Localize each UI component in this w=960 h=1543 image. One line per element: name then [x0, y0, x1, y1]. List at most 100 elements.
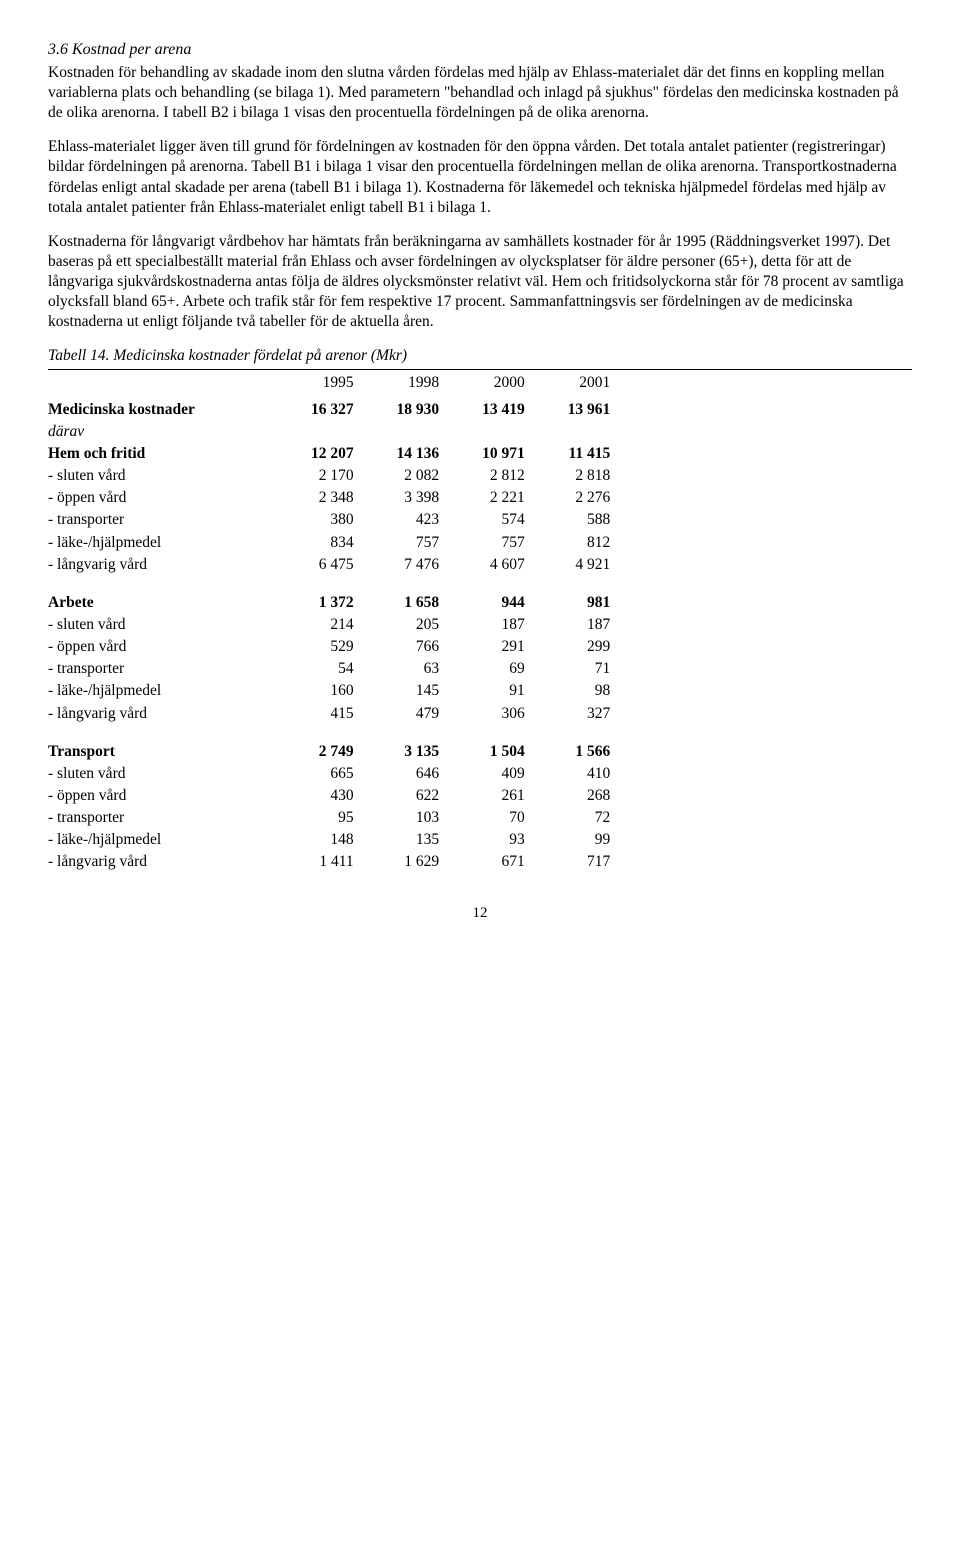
- cell: 588: [533, 509, 619, 531]
- cell: 95: [276, 807, 362, 829]
- table-caption: Tabell 14. Medicinska kostnader fördelat…: [48, 346, 912, 369]
- table-row: - långvarig vård1 4111 629671717: [48, 851, 618, 873]
- cell: 812: [533, 532, 619, 554]
- cell: 2 812: [447, 465, 533, 487]
- cell: 1 566: [533, 741, 619, 763]
- row-label: - läke-/hjälpmedel: [48, 532, 276, 554]
- cell: 2 818: [533, 465, 619, 487]
- cell: 18 930: [362, 399, 448, 421]
- table-row: - transporter380423574588: [48, 509, 618, 531]
- cell: 717: [533, 851, 619, 873]
- paragraph-3: Kostnaderna för långvarigt vårdbehov har…: [48, 232, 912, 333]
- page-number: 12: [48, 904, 912, 924]
- table-row: Medicinska kostnader 16 327 18 930 13 41…: [48, 399, 618, 421]
- table-row: - långvarig vård6 4757 4764 6074 921: [48, 554, 618, 576]
- table-row: - transporter54636971: [48, 658, 618, 680]
- cell: 299: [533, 636, 619, 658]
- cell: 1 372: [276, 592, 362, 614]
- cell: 430: [276, 785, 362, 807]
- cell: 479: [362, 703, 448, 725]
- cell: 54: [276, 658, 362, 680]
- cell: 529: [276, 636, 362, 658]
- cell: 757: [362, 532, 448, 554]
- cell: 6 475: [276, 554, 362, 576]
- row-label: - sluten vård: [48, 465, 276, 487]
- cell: 160: [276, 680, 362, 702]
- cell: 665: [276, 763, 362, 785]
- cell: 10 971: [447, 443, 533, 465]
- paragraph-2: Ehlass-materialet ligger även till grund…: [48, 137, 912, 218]
- cell: 98: [533, 680, 619, 702]
- cell: 93: [447, 829, 533, 851]
- cell: 2 348: [276, 487, 362, 509]
- cell: 261: [447, 785, 533, 807]
- cell: 4 921: [533, 554, 619, 576]
- cell: 70: [447, 807, 533, 829]
- cell: 415: [276, 703, 362, 725]
- cell: 2 749: [276, 741, 362, 763]
- cell: 944: [447, 592, 533, 614]
- table-row: - sluten vård2 1702 0822 8122 818: [48, 465, 618, 487]
- row-label: Arbete: [48, 592, 276, 614]
- cell: 69: [447, 658, 533, 680]
- cell: 409: [447, 763, 533, 785]
- table-row: - läke-/hjälpmedel834757757812: [48, 532, 618, 554]
- year-col-3: 2000: [447, 372, 533, 399]
- row-label: Medicinska kostnader: [48, 399, 276, 421]
- cell: 2 082: [362, 465, 448, 487]
- cell: 380: [276, 509, 362, 531]
- cell: 646: [362, 763, 448, 785]
- year-col-4: 2001: [533, 372, 619, 399]
- table-row: - transporter951037072: [48, 807, 618, 829]
- year-col-1: 1995: [276, 372, 362, 399]
- table-row: - långvarig vård415479306327: [48, 703, 618, 725]
- cell: 16 327: [276, 399, 362, 421]
- table-row: Arbete 1 372 1 658 944 981: [48, 592, 618, 614]
- cell: 410: [533, 763, 619, 785]
- cell: 766: [362, 636, 448, 658]
- cell: 1 504: [447, 741, 533, 763]
- cell: 103: [362, 807, 448, 829]
- row-label: - långvarig vård: [48, 851, 276, 873]
- row-label: - långvarig vård: [48, 703, 276, 725]
- row-label: Transport: [48, 741, 276, 763]
- cell: 423: [362, 509, 448, 531]
- table-row: - sluten vård214205187187: [48, 614, 618, 636]
- row-label: - läke-/hjälpmedel: [48, 829, 276, 851]
- table-header-row: 1995 1998 2000 2001: [48, 372, 618, 399]
- year-col-2: 1998: [362, 372, 448, 399]
- cell: 1 629: [362, 851, 448, 873]
- cell: 2 221: [447, 487, 533, 509]
- cell: 91: [447, 680, 533, 702]
- cell: 187: [447, 614, 533, 636]
- cost-table: 1995 1998 2000 2001 Medicinska kostnader…: [48, 372, 618, 874]
- cell: 148: [276, 829, 362, 851]
- row-label: - öppen vård: [48, 487, 276, 509]
- row-label: - transporter: [48, 658, 276, 680]
- cell: 981: [533, 592, 619, 614]
- row-label: - transporter: [48, 509, 276, 531]
- cell: 11 415: [533, 443, 619, 465]
- cell: 4 607: [447, 554, 533, 576]
- row-label: Hem och fritid: [48, 443, 276, 465]
- row-label: - transporter: [48, 807, 276, 829]
- row-label: därav: [48, 421, 276, 443]
- cell: 757: [447, 532, 533, 554]
- row-label: - öppen vård: [48, 636, 276, 658]
- cell: 187: [533, 614, 619, 636]
- row-label: - öppen vård: [48, 785, 276, 807]
- paragraph-1: Kostnaden för behandling av skadade inom…: [48, 63, 912, 123]
- section-heading: 3.6 Kostnad per arena: [48, 40, 912, 61]
- table-row: - läke-/hjälpmedel1601459198: [48, 680, 618, 702]
- table-row: därav: [48, 421, 618, 443]
- cell: 622: [362, 785, 448, 807]
- cell: 135: [362, 829, 448, 851]
- row-label: - sluten vård: [48, 763, 276, 785]
- cell: 574: [447, 509, 533, 531]
- table-row: - läke-/hjälpmedel1481359399: [48, 829, 618, 851]
- cell: 327: [533, 703, 619, 725]
- row-label: - läke-/hjälpmedel: [48, 680, 276, 702]
- cell: 291: [447, 636, 533, 658]
- cell: 145: [362, 680, 448, 702]
- cell: 99: [533, 829, 619, 851]
